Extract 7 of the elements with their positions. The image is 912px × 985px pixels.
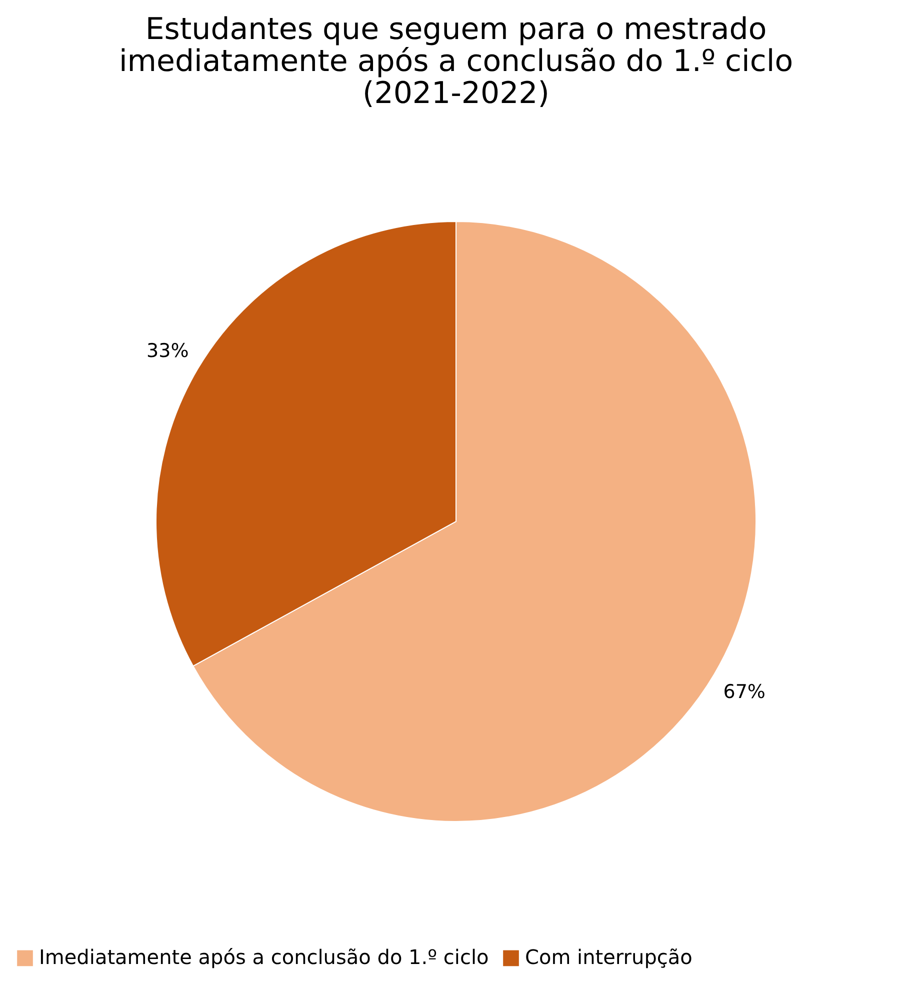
data-label: 67% bbox=[723, 681, 766, 704]
text: Estudantes que seguem para o mestrado bbox=[145, 12, 767, 47]
legend-label: Imediatamente após a conclusão do 1.º ciclo bbox=[39, 945, 489, 970]
text: (2021-2022) bbox=[362, 76, 550, 111]
data-label: 33% bbox=[146, 340, 189, 362]
legend-label: Com interrupção bbox=[525, 945, 692, 970]
text: imediatamente após a conclusão do 1.º ciclo bbox=[118, 44, 794, 79]
